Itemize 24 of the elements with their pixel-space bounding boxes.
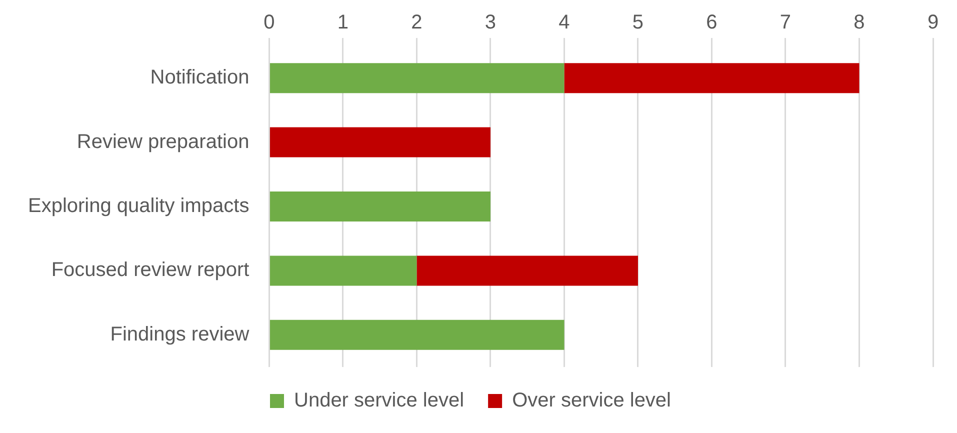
bar: [270, 127, 490, 158]
bar: [270, 256, 417, 286]
x-tick-label: 4: [558, 12, 570, 34]
bar: [270, 320, 564, 350]
x-tick-label: 9: [927, 12, 939, 34]
x-tick-label: 0: [264, 12, 275, 34]
legend-label: Over service level: [512, 390, 672, 412]
x-tick-label: 8: [854, 12, 865, 34]
bar: [416, 256, 638, 286]
legend-label: Under service level: [294, 390, 464, 412]
y-tick-label: Findings review: [110, 323, 250, 346]
bar: [270, 191, 490, 222]
x-tick-label: 2: [411, 12, 422, 34]
bar: [564, 63, 860, 94]
x-tick-label: 3: [484, 12, 496, 34]
y-tick-label: Review preparation: [76, 130, 250, 153]
x-tick-label: 1: [337, 12, 349, 34]
x-tick-label: 5: [632, 12, 644, 34]
bar: [270, 63, 564, 94]
x-tick-label: 6: [706, 12, 718, 34]
y-tick-label: Focused review report: [51, 259, 250, 282]
y-tick-label: Exploring quality impacts: [28, 195, 250, 218]
y-tick-label: Notification: [150, 66, 250, 89]
x-tick-label: 7: [780, 12, 792, 34]
